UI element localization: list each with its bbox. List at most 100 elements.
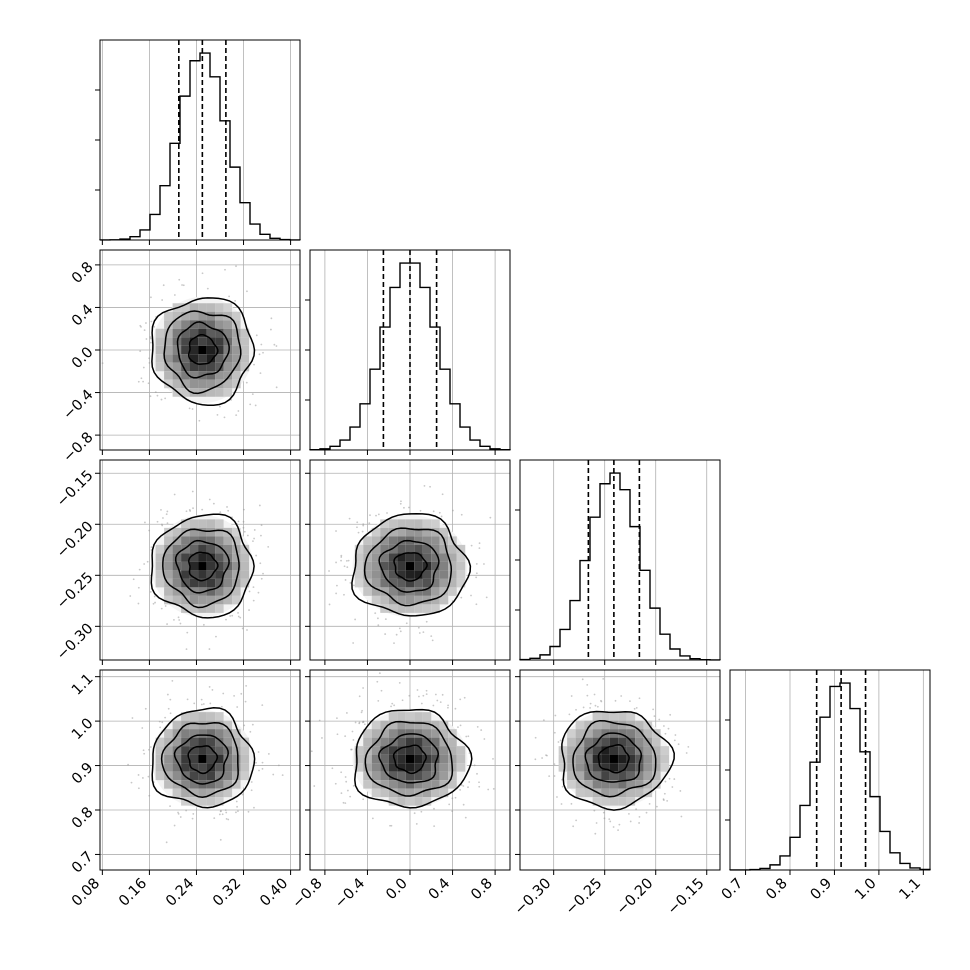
scatter-point	[158, 720, 161, 723]
scatter-point	[356, 521, 359, 524]
density-cell	[397, 763, 406, 772]
density-cell	[380, 746, 389, 755]
hist-panel-2	[305, 249, 511, 455]
density-cell	[181, 746, 190, 755]
density-cell	[456, 754, 466, 764]
scatter-point	[156, 394, 159, 397]
density-cell	[164, 328, 173, 338]
scatter-point	[235, 811, 237, 814]
scatter-point	[147, 382, 150, 385]
scatter-point	[250, 789, 253, 792]
density-cell	[232, 354, 241, 363]
density-cell	[592, 729, 602, 738]
density-cell	[215, 561, 224, 571]
contour-line	[351, 513, 472, 617]
density-cell	[363, 737, 372, 747]
density-cell	[371, 763, 381, 772]
density-cell	[189, 354, 199, 363]
scatter-points	[534, 677, 690, 835]
scatter-point	[553, 763, 556, 766]
scatter-point	[460, 513, 463, 516]
density-cell	[439, 720, 449, 730]
density-cell	[414, 797, 423, 806]
x-tick-label: 1.0	[852, 876, 880, 904]
scatter-point	[480, 729, 483, 731]
density-cell	[354, 544, 364, 554]
y-tick-label: −0.25	[54, 570, 97, 613]
scatter-point	[378, 672, 381, 675]
scatter-point	[185, 648, 188, 650]
density-cell	[371, 536, 381, 545]
scatter-point	[463, 696, 466, 699]
scatter-point	[343, 565, 346, 568]
scatter-point	[173, 824, 176, 827]
scatter-point	[191, 817, 194, 820]
scatter-point	[273, 343, 276, 346]
density-cell	[215, 320, 224, 329]
density-cell	[181, 354, 190, 363]
scatter-point	[224, 809, 227, 812]
density-cell	[448, 729, 457, 738]
density-cell	[567, 754, 576, 764]
density-cell	[223, 763, 233, 772]
density-cell	[198, 604, 207, 613]
scatter-point	[492, 788, 495, 790]
density-cell	[181, 553, 190, 562]
density-cell	[414, 780, 423, 789]
scatter-point	[395, 633, 398, 636]
density-cell	[206, 754, 216, 764]
density-cell	[172, 754, 182, 764]
density-cell	[215, 345, 224, 355]
density-cell	[164, 379, 173, 389]
density-cell	[363, 763, 372, 772]
scatter-point	[179, 816, 182, 818]
density-cell	[223, 328, 233, 338]
axes-frame	[729, 669, 931, 871]
scatter-point	[648, 802, 651, 805]
scatter-point	[405, 622, 408, 625]
density-cell	[164, 337, 173, 346]
y-tick-label: 0.7	[69, 849, 97, 877]
density-cell	[240, 763, 250, 772]
scatter-point	[374, 612, 377, 615]
density-cell	[215, 712, 224, 721]
scatter-point	[137, 774, 140, 776]
density-cell	[206, 303, 216, 312]
y-tick-label: 0.4	[69, 302, 97, 330]
density-cell	[363, 570, 372, 579]
density-cell	[181, 328, 190, 338]
scatter-point	[209, 702, 212, 705]
scatter-point	[475, 572, 478, 575]
axes-frame	[99, 39, 301, 241]
scatter-points	[328, 484, 492, 645]
density-cell	[181, 570, 190, 579]
density-cell	[232, 311, 241, 321]
density-cell	[431, 570, 440, 579]
density-cell	[575, 771, 585, 781]
density-cell	[206, 553, 216, 562]
scatter-point	[391, 702, 394, 705]
scatter-point	[149, 395, 152, 398]
contour-line	[174, 539, 230, 594]
scatter-point	[255, 761, 257, 764]
density-cell	[380, 561, 389, 571]
density-cell	[405, 797, 415, 806]
scatter-point	[460, 784, 463, 786]
contour-line	[354, 708, 473, 809]
density-cell	[601, 788, 610, 798]
scatter-point	[259, 562, 262, 565]
scatter-point	[225, 811, 228, 814]
density-cell	[164, 553, 173, 562]
density-cell	[414, 754, 423, 764]
density-cell	[189, 763, 199, 772]
density-cell	[609, 780, 619, 789]
scatter-point	[602, 677, 605, 680]
scatter-point	[198, 419, 201, 422]
scatter-point	[142, 380, 144, 383]
density-cell	[215, 780, 224, 789]
density-cell	[626, 763, 636, 772]
density-cell	[198, 311, 207, 321]
x-tick-label: 0.08	[69, 876, 103, 910]
density-cell	[155, 337, 165, 346]
scatter-panel-3-4: −0.30 −0.25 −0.20 −0.15	[512, 669, 721, 918]
